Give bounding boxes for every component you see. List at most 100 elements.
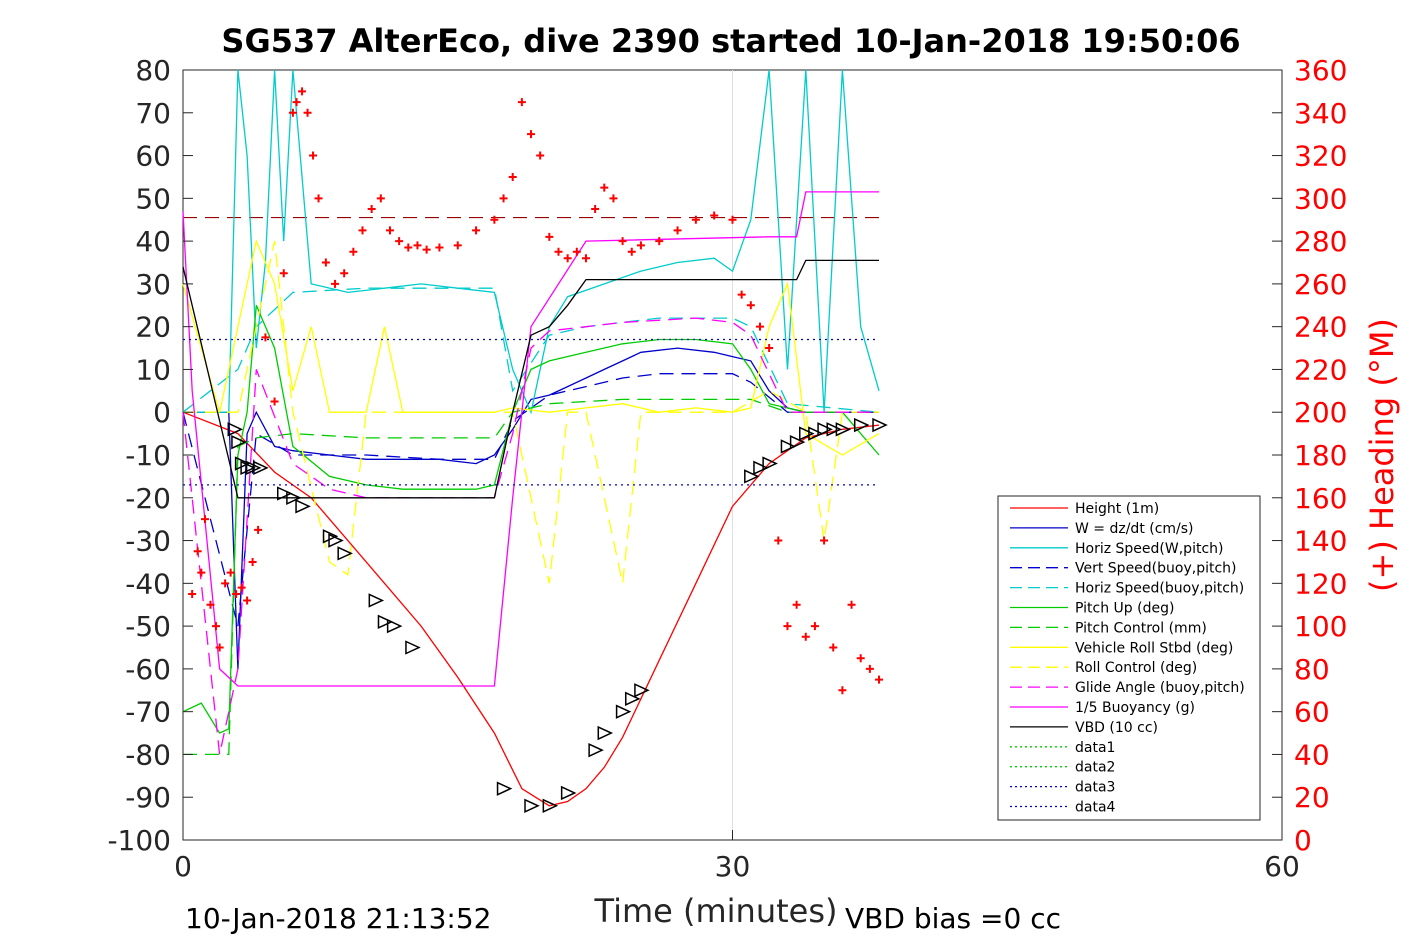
heading-point-37 [472,226,481,235]
y-tick-label-12: 20 [135,311,171,344]
right-axis: 0 20 40 60 80 100 120 140 160 180 200 220 240 260 280 3… [1272,54,1347,857]
heading-point-8 [226,568,235,577]
series-line-3 [182,373,879,627]
glider-marker-6 [276,486,293,501]
series-line-4 [182,287,880,413]
y-tick-label-6: -40 [125,567,171,600]
glider-marker-21 [597,725,614,741]
heading-point-42 [527,130,536,139]
heading-point-33 [413,241,422,250]
heading-point-74 [865,664,874,673]
heading-point-68 [810,622,819,631]
y-right-tick-label-10: 200 [1294,396,1347,429]
heading-point-72 [847,600,856,609]
glider-markers [227,417,888,813]
heading-point-54 [636,241,645,250]
glider-marker-5 [253,460,269,476]
y-right-tick-label-18: 360 [1294,54,1347,87]
heading-point-35 [435,243,444,252]
y-right-tick-label-7: 140 [1294,525,1347,558]
glider-marker-15 [405,640,421,655]
y-right-tick-label-17: 340 [1294,97,1347,130]
glider-marker-27 [762,456,778,471]
y-right-tick-label-5: 100 [1294,610,1347,643]
y-tick-label-15: 50 [135,182,171,215]
series-line-1 [183,347,879,669]
legend-label-6: Pitch Control (mm) [1075,620,1207,636]
x-tick-label-1: 30 [715,850,751,883]
series-line-0 [182,411,880,807]
heading-point-18 [292,98,301,107]
heading-point-19 [298,87,307,96]
legend-label-13: data2 [1075,760,1115,776]
legend-label-2: Horiz Speed(W,pitch) [1075,541,1223,557]
heading-point-56 [673,226,682,235]
heading-point-61 [746,301,755,310]
glider-marker-31 [808,426,824,441]
heading-point-71 [838,686,847,695]
legend-label-11: VBD (10 cc) [1075,720,1158,736]
y-right-tick-label-13: 260 [1294,268,1347,301]
heading-point-20 [303,108,312,117]
y-right-tick-label-12: 240 [1294,311,1347,344]
y-right-tick-label-16: 320 [1294,140,1347,173]
heading-point-32 [404,243,413,252]
glider-marker-36 [872,417,888,433]
heading-point-58 [710,211,719,220]
glider-marker-3 [240,460,256,476]
legend-label-12: data1 [1075,740,1115,756]
heading-point-25 [340,269,349,278]
legend-label-14: data3 [1075,780,1115,796]
glider-marker-26 [753,460,769,476]
chart-title: SG537 AlterEco, dive 2390 started 10-Jan… [221,22,1240,60]
y-right-tick-label-8: 160 [1294,482,1347,515]
heading-point-12 [248,557,257,566]
heading-point-7 [221,579,230,588]
legend-label-3: Vert Speed(buoy,pitch) [1075,561,1237,577]
glider-marker-14 [386,618,403,634]
heading-point-29 [376,194,385,203]
series-line-6 [183,398,879,756]
glider-marker-4 [245,460,262,476]
heading-point-48 [581,254,590,263]
y-tick-label-17: 70 [135,97,171,130]
heading-points [188,87,884,695]
heading-point-55 [655,237,664,246]
heading-point-46 [563,254,572,263]
y-right-tick-label-0: 0 [1294,824,1312,857]
glider-marker-19 [560,785,577,801]
heading-point-34 [422,245,431,254]
heading-point-22 [314,194,323,203]
y-right-tick-label-6: 120 [1294,567,1347,600]
heading-point-26 [349,247,358,256]
y-right-tick-label-3: 60 [1294,696,1330,729]
heading-point-57 [691,215,700,224]
y-right-tick-label-15: 300 [1294,182,1347,215]
heading-point-11 [243,596,252,605]
legend-label-15: data4 [1075,800,1116,816]
heading-point-63 [765,344,774,353]
y-right-tick-label-1: 20 [1294,781,1330,814]
right-axis-label: (+) Heading (°M) [1363,318,1401,592]
glider-marker-0 [227,422,244,437]
glider-marker-8 [295,499,311,514]
glider-marker-2 [234,456,251,471]
y-tick-label-9: -10 [125,439,171,472]
heading-point-51 [609,194,618,203]
y-tick-label-4: -60 [125,653,171,686]
heading-point-69 [820,536,829,545]
heading-point-50 [600,183,609,192]
left-axis: -100-90-80-70-60-50-40-30-20-10010203040… [107,54,193,857]
heading-point-0 [188,590,197,599]
heading-point-49 [591,205,600,214]
legend-label-8: Roll Control (deg) [1075,660,1197,676]
glider-marker-28 [780,439,797,454]
glider-marker-35 [853,417,870,433]
heading-point-9 [232,590,241,599]
legend-label-4: Horiz Speed(buoy,pitch) [1075,581,1244,597]
heading-point-62 [755,322,764,331]
heading-point-60 [737,290,746,299]
heading-point-27 [358,226,367,235]
x-tick-label-0: 0 [174,850,192,883]
heading-point-2 [197,568,206,577]
